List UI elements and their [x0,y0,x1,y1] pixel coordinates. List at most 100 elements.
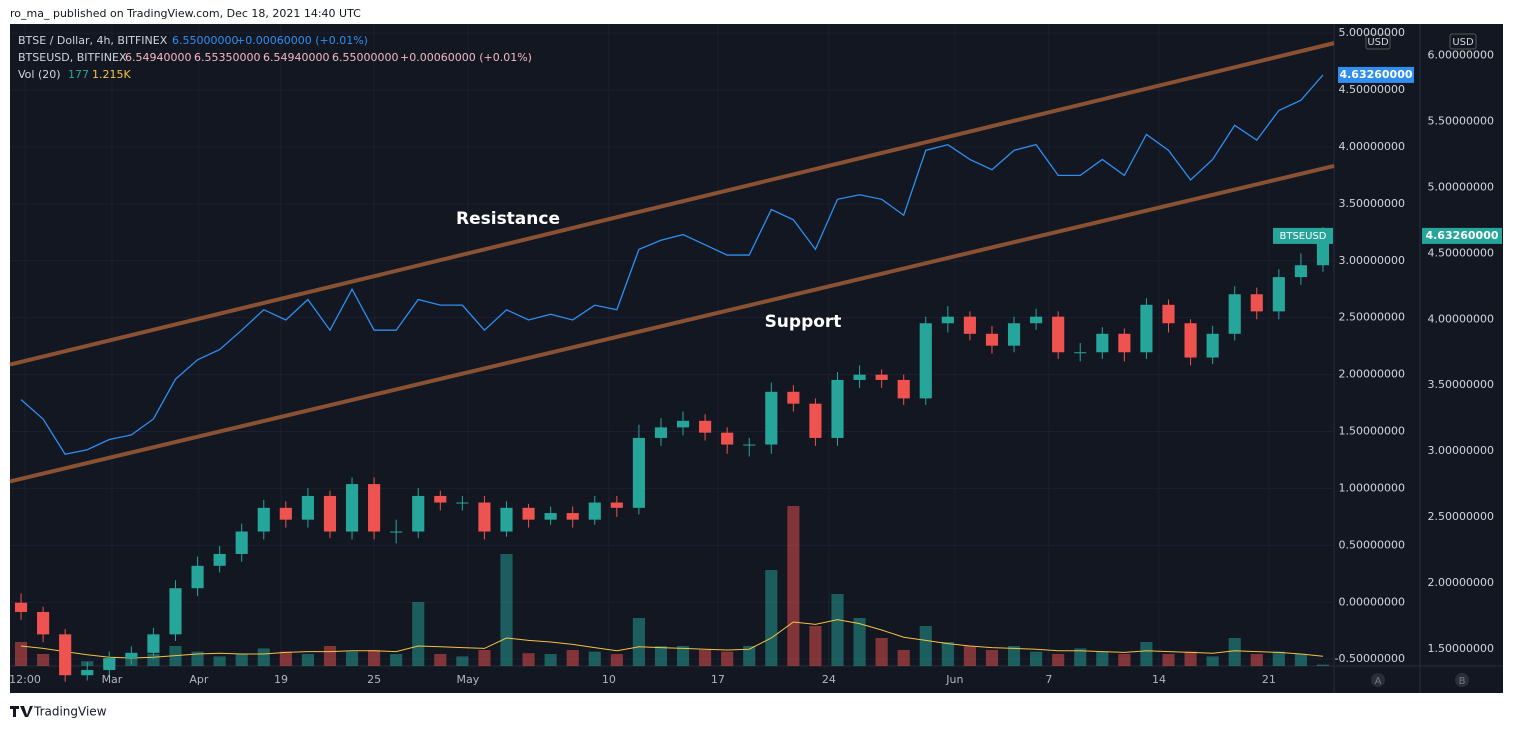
candle-body [1250,294,1263,312]
volume-last: 177 [68,68,89,81]
x-tick-label: 19 [274,673,288,686]
candle-body [1140,304,1153,353]
candle-body [853,374,866,380]
symbol-label: BTSEUSD [1279,231,1326,242]
legend-value: 6.55000000 [172,34,238,47]
price-label: 4.63260000 [1425,229,1498,242]
candle-body [434,495,447,503]
x-tick-label: 24 [822,673,836,686]
y-tick-label: -0.50000000 [1335,652,1405,665]
scale-button[interactable] [1371,673,1385,687]
candle-body [257,507,270,532]
candle-body [1272,277,1285,312]
candle-body [235,531,248,554]
candle-body [125,652,138,659]
chart-background [10,24,1503,693]
x-tick-label: 21 [1262,673,1276,686]
volume-bar [610,654,623,666]
candle-body [676,420,690,428]
volume-bar [897,650,910,666]
volume-bar [235,654,248,666]
candle-body [59,634,72,676]
volume-bar [1052,654,1065,666]
candle-body [985,333,999,346]
volume-bar [1140,642,1153,666]
volume-bar [14,642,28,666]
candle-body [831,379,844,438]
price-label: 4.63260000 [1339,68,1412,81]
volume-bar [985,650,999,666]
candle-body [323,495,337,532]
y-tick-label: 5.00000000 [1339,26,1405,39]
symbol-label-box [1273,227,1333,244]
volume-bar [809,626,822,666]
candle-body [721,432,734,445]
legend-low: 6.54940000 [263,51,329,64]
candle-body [919,323,932,399]
y2-tick-label: 6.00000000 [1428,49,1494,62]
volume-bar [765,570,778,666]
y-tick-label: 1.00000000 [1339,481,1405,494]
brand-logo [10,706,33,717]
candle-body [809,403,822,438]
legend-open: 6.54940000 [125,51,191,64]
x-tick-label: 7 [1045,673,1052,686]
candle-body [456,502,469,504]
scale-name[interactable]: B [1459,676,1466,687]
candle-body [14,602,28,612]
candle-body [191,565,204,589]
candle-body [169,588,182,635]
volume-bar [500,554,513,666]
volume-bar [257,648,270,666]
volume-bar [1162,654,1175,666]
currency: USD [1452,37,1474,48]
volume-bar [721,651,734,666]
candle-body [566,513,579,520]
volume-bar [787,506,800,666]
y2-tick-label: 1.50000000 [1428,642,1494,655]
y2-tick-label: 4.50000000 [1428,246,1494,259]
y-tick-label: 2.00000000 [1339,368,1405,381]
candle-body [390,531,403,533]
volume-bar [191,651,204,666]
price-label-box [1422,227,1502,244]
x-tick-label: 25 [367,673,381,686]
y-tick-label: 2.50000000 [1339,311,1405,324]
candle-body [522,507,535,520]
scale-button[interactable] [1455,673,1469,687]
x-tick-label: Apr [189,673,209,686]
candle-body [103,658,116,670]
y2-tick-label: 3.00000000 [1428,444,1494,457]
x-tick-label: 17 [711,673,725,686]
scale-name[interactable]: A [1375,676,1382,687]
y-tick-label: 0.50000000 [1339,538,1405,551]
candle-body [1074,352,1087,354]
brand: TradingView [33,705,107,719]
y2-tick-label: 2.00000000 [1428,576,1494,589]
legend-high: 6.55350000 [194,51,260,64]
volume-bar [1074,648,1087,666]
currency-box [1365,33,1391,50]
plot-area [9,24,1335,682]
volume-legend: Vol (20) [18,68,61,81]
legend-line: BTSEUSD, BITFINEX [18,51,127,64]
x-tick-label: Mar [102,673,123,686]
candle-body [500,507,513,532]
volume-bar [301,654,314,666]
volume-bar [37,654,50,666]
volume-bar [1118,654,1131,666]
volume-bar [412,602,425,666]
candle-body [1007,323,1021,346]
volume-bar [919,626,932,666]
volume-bar [522,653,535,666]
candle-body [654,427,668,438]
volume-bar [853,618,866,666]
candle-body [699,420,712,433]
volume-bar [1030,651,1043,666]
candle-body [632,437,645,508]
volume-bar [1007,646,1021,666]
candle-body [588,502,601,520]
volume-bar [588,651,601,666]
currency: USD [1367,37,1389,48]
